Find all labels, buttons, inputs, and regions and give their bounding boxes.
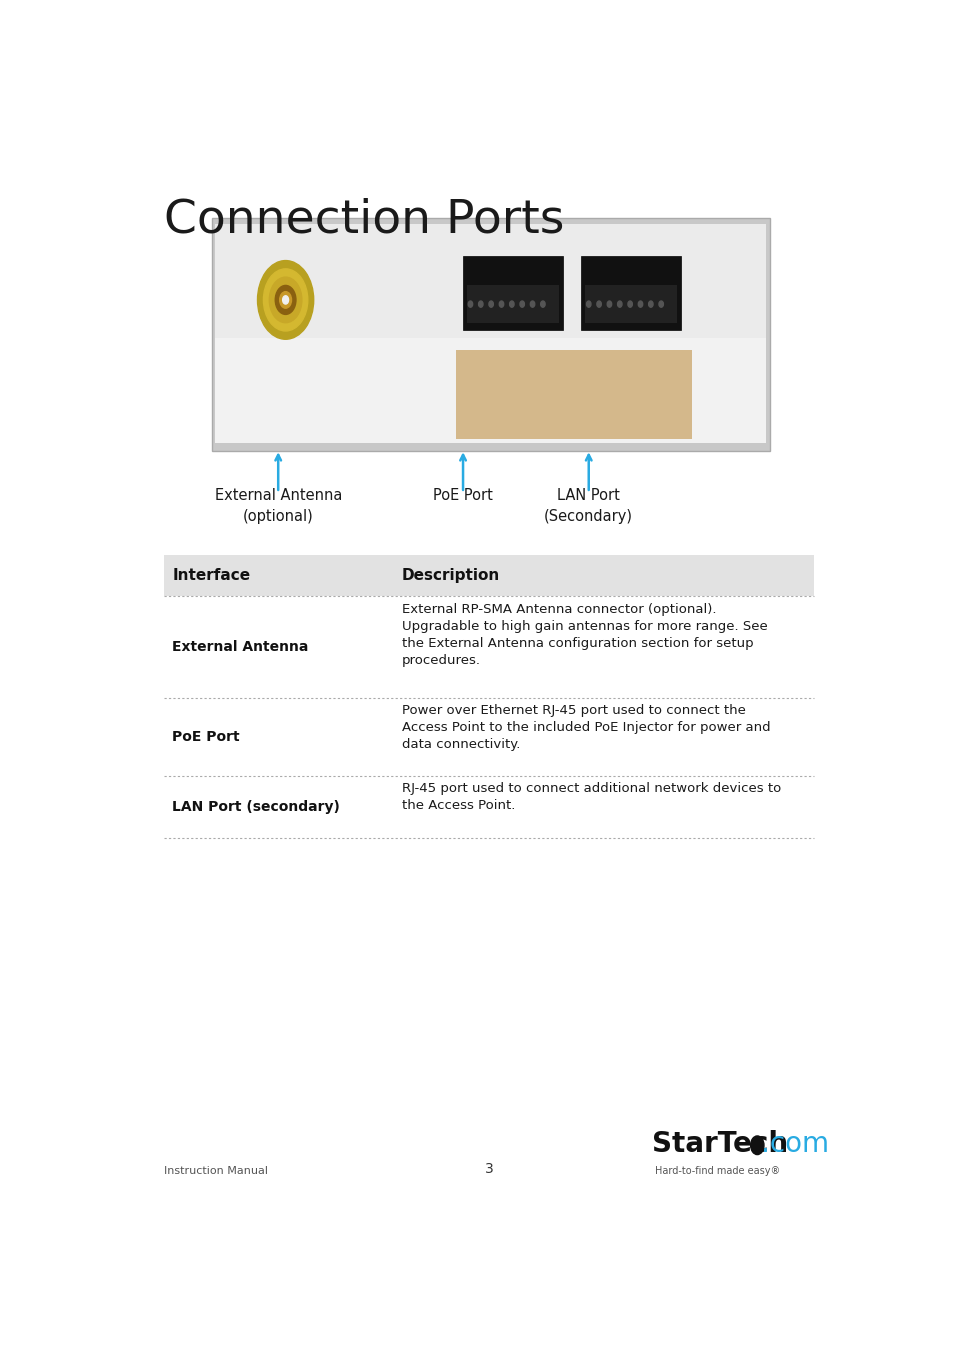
Circle shape — [638, 301, 642, 307]
Text: LAN Port (secondary): LAN Port (secondary) — [172, 800, 340, 814]
Bar — [215, 338, 765, 443]
Text: Interface: Interface — [172, 568, 251, 584]
Text: External Antenna: External Antenna — [172, 640, 309, 654]
Text: External RP-SMA Antenna connector (optional).
Upgradable to high gain antennas f: External RP-SMA Antenna connector (optio… — [401, 603, 766, 667]
Text: Instruction Manual: Instruction Manual — [164, 1166, 268, 1177]
Circle shape — [597, 301, 600, 307]
Text: Connection Ports: Connection Ports — [164, 198, 563, 242]
Circle shape — [282, 296, 288, 304]
Circle shape — [488, 301, 493, 307]
Bar — [215, 223, 765, 443]
Bar — [466, 285, 558, 323]
Circle shape — [263, 269, 308, 331]
Text: PoE Port: PoE Port — [172, 730, 240, 744]
Text: External Antenna
(optional): External Antenna (optional) — [214, 488, 341, 523]
Text: PoE Port: PoE Port — [433, 488, 493, 503]
Text: RJ-45 port used to connect additional network devices to
the Access Point.: RJ-45 port used to connect additional ne… — [401, 781, 781, 812]
Bar — [164, 555, 813, 596]
Text: StarTech: StarTech — [651, 1130, 787, 1158]
Circle shape — [627, 301, 632, 307]
Text: LAN Port
(Secondary): LAN Port (Secondary) — [543, 488, 633, 523]
Circle shape — [648, 301, 653, 307]
Circle shape — [275, 285, 295, 315]
Bar — [462, 256, 562, 331]
Text: Description: Description — [401, 568, 499, 584]
Text: Hard-to-find made easy®: Hard-to-find made easy® — [655, 1166, 780, 1177]
Circle shape — [540, 301, 544, 307]
Bar — [212, 218, 769, 452]
Circle shape — [519, 301, 524, 307]
Bar — [456, 351, 692, 438]
Bar — [584, 285, 677, 323]
Circle shape — [530, 301, 535, 307]
Circle shape — [607, 301, 611, 307]
Bar — [580, 256, 680, 331]
Circle shape — [478, 301, 482, 307]
Circle shape — [269, 277, 301, 323]
Text: 3: 3 — [484, 1162, 493, 1177]
Circle shape — [659, 301, 662, 307]
Text: .com: .com — [760, 1130, 828, 1158]
Circle shape — [750, 1137, 763, 1154]
Circle shape — [468, 301, 472, 307]
Text: Power over Ethernet RJ-45 port used to connect the
Access Point to the included : Power over Ethernet RJ-45 port used to c… — [401, 703, 769, 752]
Circle shape — [279, 292, 292, 308]
Circle shape — [586, 301, 590, 307]
Circle shape — [257, 261, 314, 339]
Circle shape — [498, 301, 503, 307]
Circle shape — [509, 301, 514, 307]
Circle shape — [617, 301, 621, 307]
